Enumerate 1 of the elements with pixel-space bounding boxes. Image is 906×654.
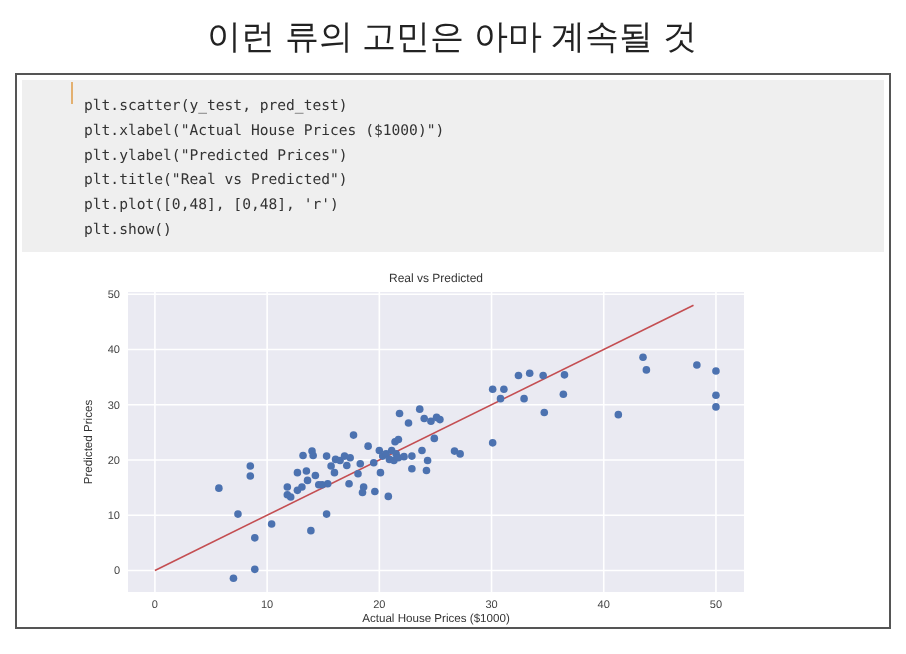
text: 이런 류의 고민은 아마 계속될 것	[207, 18, 697, 56]
